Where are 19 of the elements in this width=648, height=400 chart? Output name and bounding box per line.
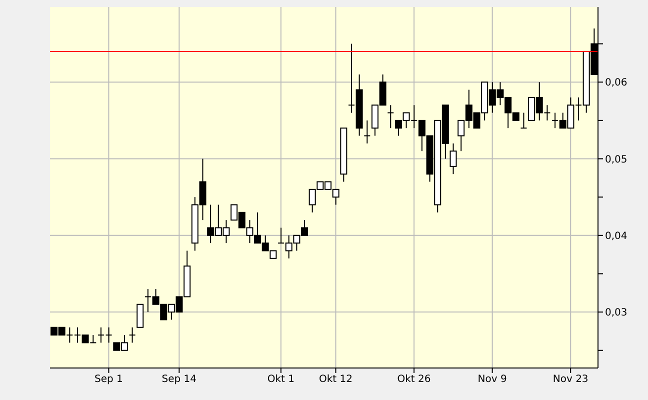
y-tick-label: 0,03 (605, 308, 628, 319)
candlestick (364, 120, 371, 144)
candlestick (97, 326, 104, 344)
y-tick-label: 0,04 (605, 230, 628, 242)
x-tick-label: Okt 12 (318, 374, 352, 386)
y-tick-label: 0,06 (605, 78, 628, 89)
x-tick-label: Nov 9 (478, 374, 507, 386)
x-tick-label: Sep 1 (94, 374, 123, 386)
x-tick-label: Sep 14 (162, 374, 197, 386)
candlestick (136, 304, 144, 328)
candlestick (105, 326, 112, 344)
x-tick-label: Okt 1 (267, 374, 295, 386)
x-tick-label: Nov 23 (552, 374, 588, 386)
candlestick (387, 104, 394, 129)
y-tick-label: 0,05 (605, 154, 628, 166)
candlestick (520, 112, 528, 129)
x-tick-label: Okt 26 (397, 374, 431, 386)
candlestick (128, 326, 136, 344)
candlestick (450, 142, 457, 175)
